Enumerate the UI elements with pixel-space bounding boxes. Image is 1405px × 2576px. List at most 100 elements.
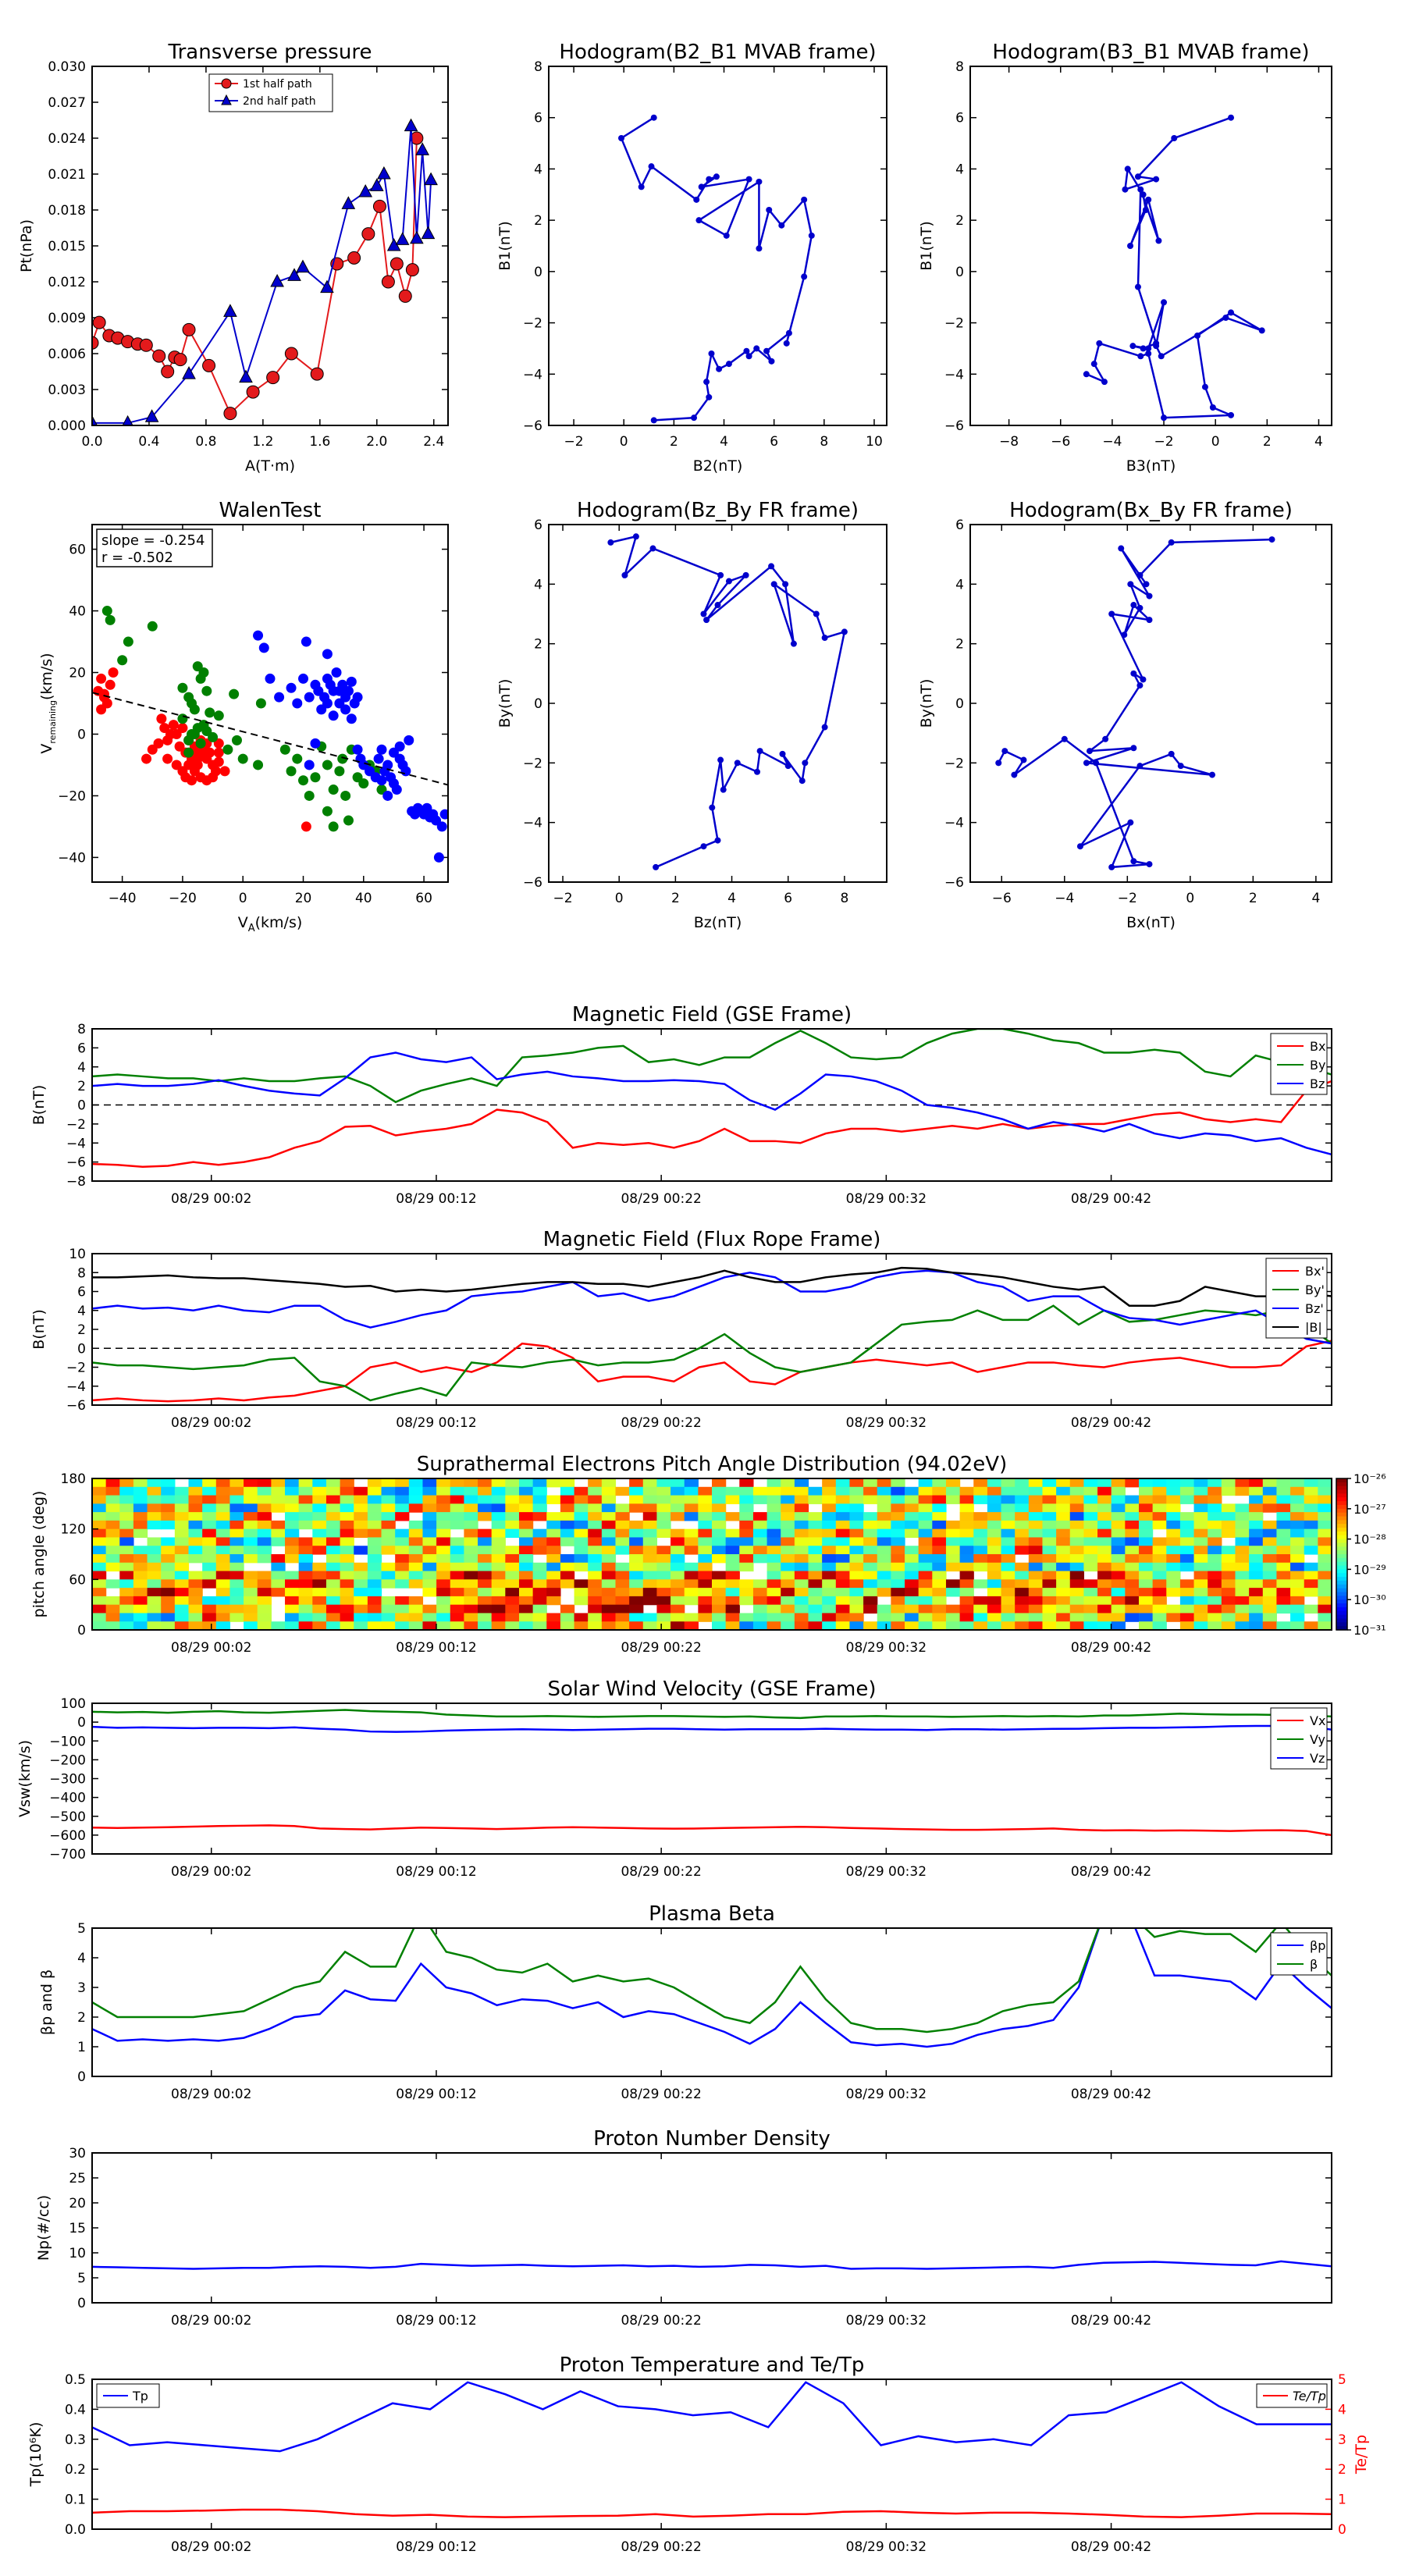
heatmap-cell <box>161 1571 176 1580</box>
y-tick-label: −2 <box>66 1361 86 1376</box>
heatmap-cell <box>518 1520 534 1530</box>
heatmap-cell <box>92 1579 107 1589</box>
heatmap-cell <box>1221 1520 1236 1530</box>
heatmap-cell <box>546 1554 561 1564</box>
heatmap-cell <box>1221 1562 1236 1572</box>
heatmap-cell <box>1028 1546 1044 1555</box>
heatmap-cell <box>119 1486 134 1496</box>
heatmap-cell <box>367 1495 382 1504</box>
heatmap-cell <box>877 1604 891 1614</box>
heatmap-cell <box>119 1613 134 1622</box>
heatmap-cell <box>877 1478 891 1488</box>
heatmap-cell <box>257 1528 272 1539</box>
y-tick-label: −4 <box>523 816 542 831</box>
heatmap-cell <box>436 1546 451 1555</box>
heatmap-cell <box>133 1588 148 1597</box>
heatmap-cell <box>422 1512 437 1521</box>
heatmap-cell <box>1001 1546 1016 1555</box>
heatmap-cell <box>1235 1478 1250 1488</box>
heatmap-cell <box>285 1495 300 1504</box>
data-point <box>389 257 404 271</box>
heatmap-cell <box>133 1486 148 1496</box>
heatmap-cell <box>642 1537 658 1546</box>
y-axis-label: Pt(nPa) <box>18 219 35 272</box>
heatmap-cell <box>505 1596 520 1606</box>
heatmap-cell <box>1111 1546 1126 1555</box>
heatmap-cell <box>244 1596 258 1606</box>
heatmap-cell <box>588 1528 603 1539</box>
heatmap-cell <box>1235 1528 1250 1539</box>
data-point <box>239 369 253 383</box>
legend-label: Te/Tp <box>1293 2389 1326 2403</box>
heatmap-cell <box>1304 1486 1318 1496</box>
plot-frame <box>91 2379 1332 2530</box>
heatmap-cell <box>725 1546 740 1555</box>
heatmap-cell <box>325 1495 341 1504</box>
data-point <box>310 772 321 783</box>
heatmap-cell <box>1138 1588 1154 1597</box>
heatmap-cell <box>1290 1512 1305 1521</box>
colorbar-step <box>1336 1516 1347 1521</box>
heatmap-cell <box>92 1596 107 1606</box>
heatmap-cell <box>312 1613 327 1622</box>
y-tick-label: 100 <box>61 1696 86 1712</box>
y-tick-label: 2 <box>534 213 542 229</box>
heatmap-cell <box>1276 1486 1291 1496</box>
y-tick-label: −500 <box>49 1809 86 1825</box>
data-point <box>108 667 119 678</box>
heatmap-cell <box>464 1495 478 1504</box>
heatmap-cell <box>478 1495 493 1504</box>
heatmap-cell <box>1125 1588 1140 1597</box>
heatmap-cell <box>849 1478 864 1488</box>
y-tick-label: 0.2 <box>65 2462 86 2478</box>
colorbar-step <box>1336 1565 1347 1570</box>
x-tick-label: 08/29 00:42 <box>1071 1640 1151 1656</box>
x-tick-label: 08/29 00:12 <box>396 2313 476 2329</box>
series-1 <box>92 118 438 425</box>
data-point <box>768 563 775 570</box>
data-point <box>1083 760 1090 767</box>
heatmap-cell <box>312 1478 327 1488</box>
heatmap-cell <box>1042 1579 1057 1589</box>
data-point <box>346 713 357 724</box>
x-tick-label: 08/29 00:42 <box>1071 1415 1151 1431</box>
data-point <box>139 338 153 352</box>
heatmap-cell <box>877 1613 891 1622</box>
heatmap-cell <box>1028 1478 1044 1488</box>
colorbar-step <box>1336 1528 1347 1532</box>
heatmap-cell <box>781 1613 795 1622</box>
heatmap-cell <box>1262 1546 1278 1555</box>
heatmap-cell <box>1069 1486 1084 1496</box>
heatmap-cell <box>656 1588 671 1597</box>
heatmap-cell <box>973 1562 988 1572</box>
x-tick-label: 4 <box>1311 891 1320 906</box>
heatmap-cell <box>436 1604 451 1614</box>
heatmap-cell <box>863 1478 878 1488</box>
data-point <box>1228 309 1235 316</box>
heatmap-cell <box>739 1528 754 1539</box>
x-tick-label: 08/29 00:12 <box>396 1191 476 1207</box>
heatmap-cell <box>532 1562 547 1572</box>
heatmap-cell <box>752 1621 768 1630</box>
heatmap-cell <box>1262 1596 1278 1606</box>
heatmap-cell <box>215 1554 231 1564</box>
x-axis-label: B2(nT) <box>693 457 743 475</box>
heatmap-cell <box>1179 1512 1195 1521</box>
heatmap-cell <box>739 1546 754 1555</box>
heatmap-cell <box>781 1503 795 1513</box>
heatmap-cell <box>312 1486 327 1496</box>
colorbar-step <box>1336 1626 1347 1631</box>
heatmap-cell <box>1152 1478 1167 1488</box>
heatmap-cell <box>1097 1478 1112 1488</box>
legend-label: 1st half path <box>243 78 312 91</box>
data-point <box>1130 670 1137 677</box>
heatmap-cell <box>257 1503 272 1513</box>
heatmap-cell <box>174 1562 190 1572</box>
plot-frame <box>91 1253 1332 1406</box>
heatmap-cell <box>215 1613 231 1622</box>
heatmap-cell <box>257 1546 272 1555</box>
legend-marker <box>221 94 232 105</box>
heatmap-cell <box>1097 1486 1112 1496</box>
heatmap-cell <box>340 1512 354 1521</box>
heatmap-cell <box>1262 1588 1278 1597</box>
